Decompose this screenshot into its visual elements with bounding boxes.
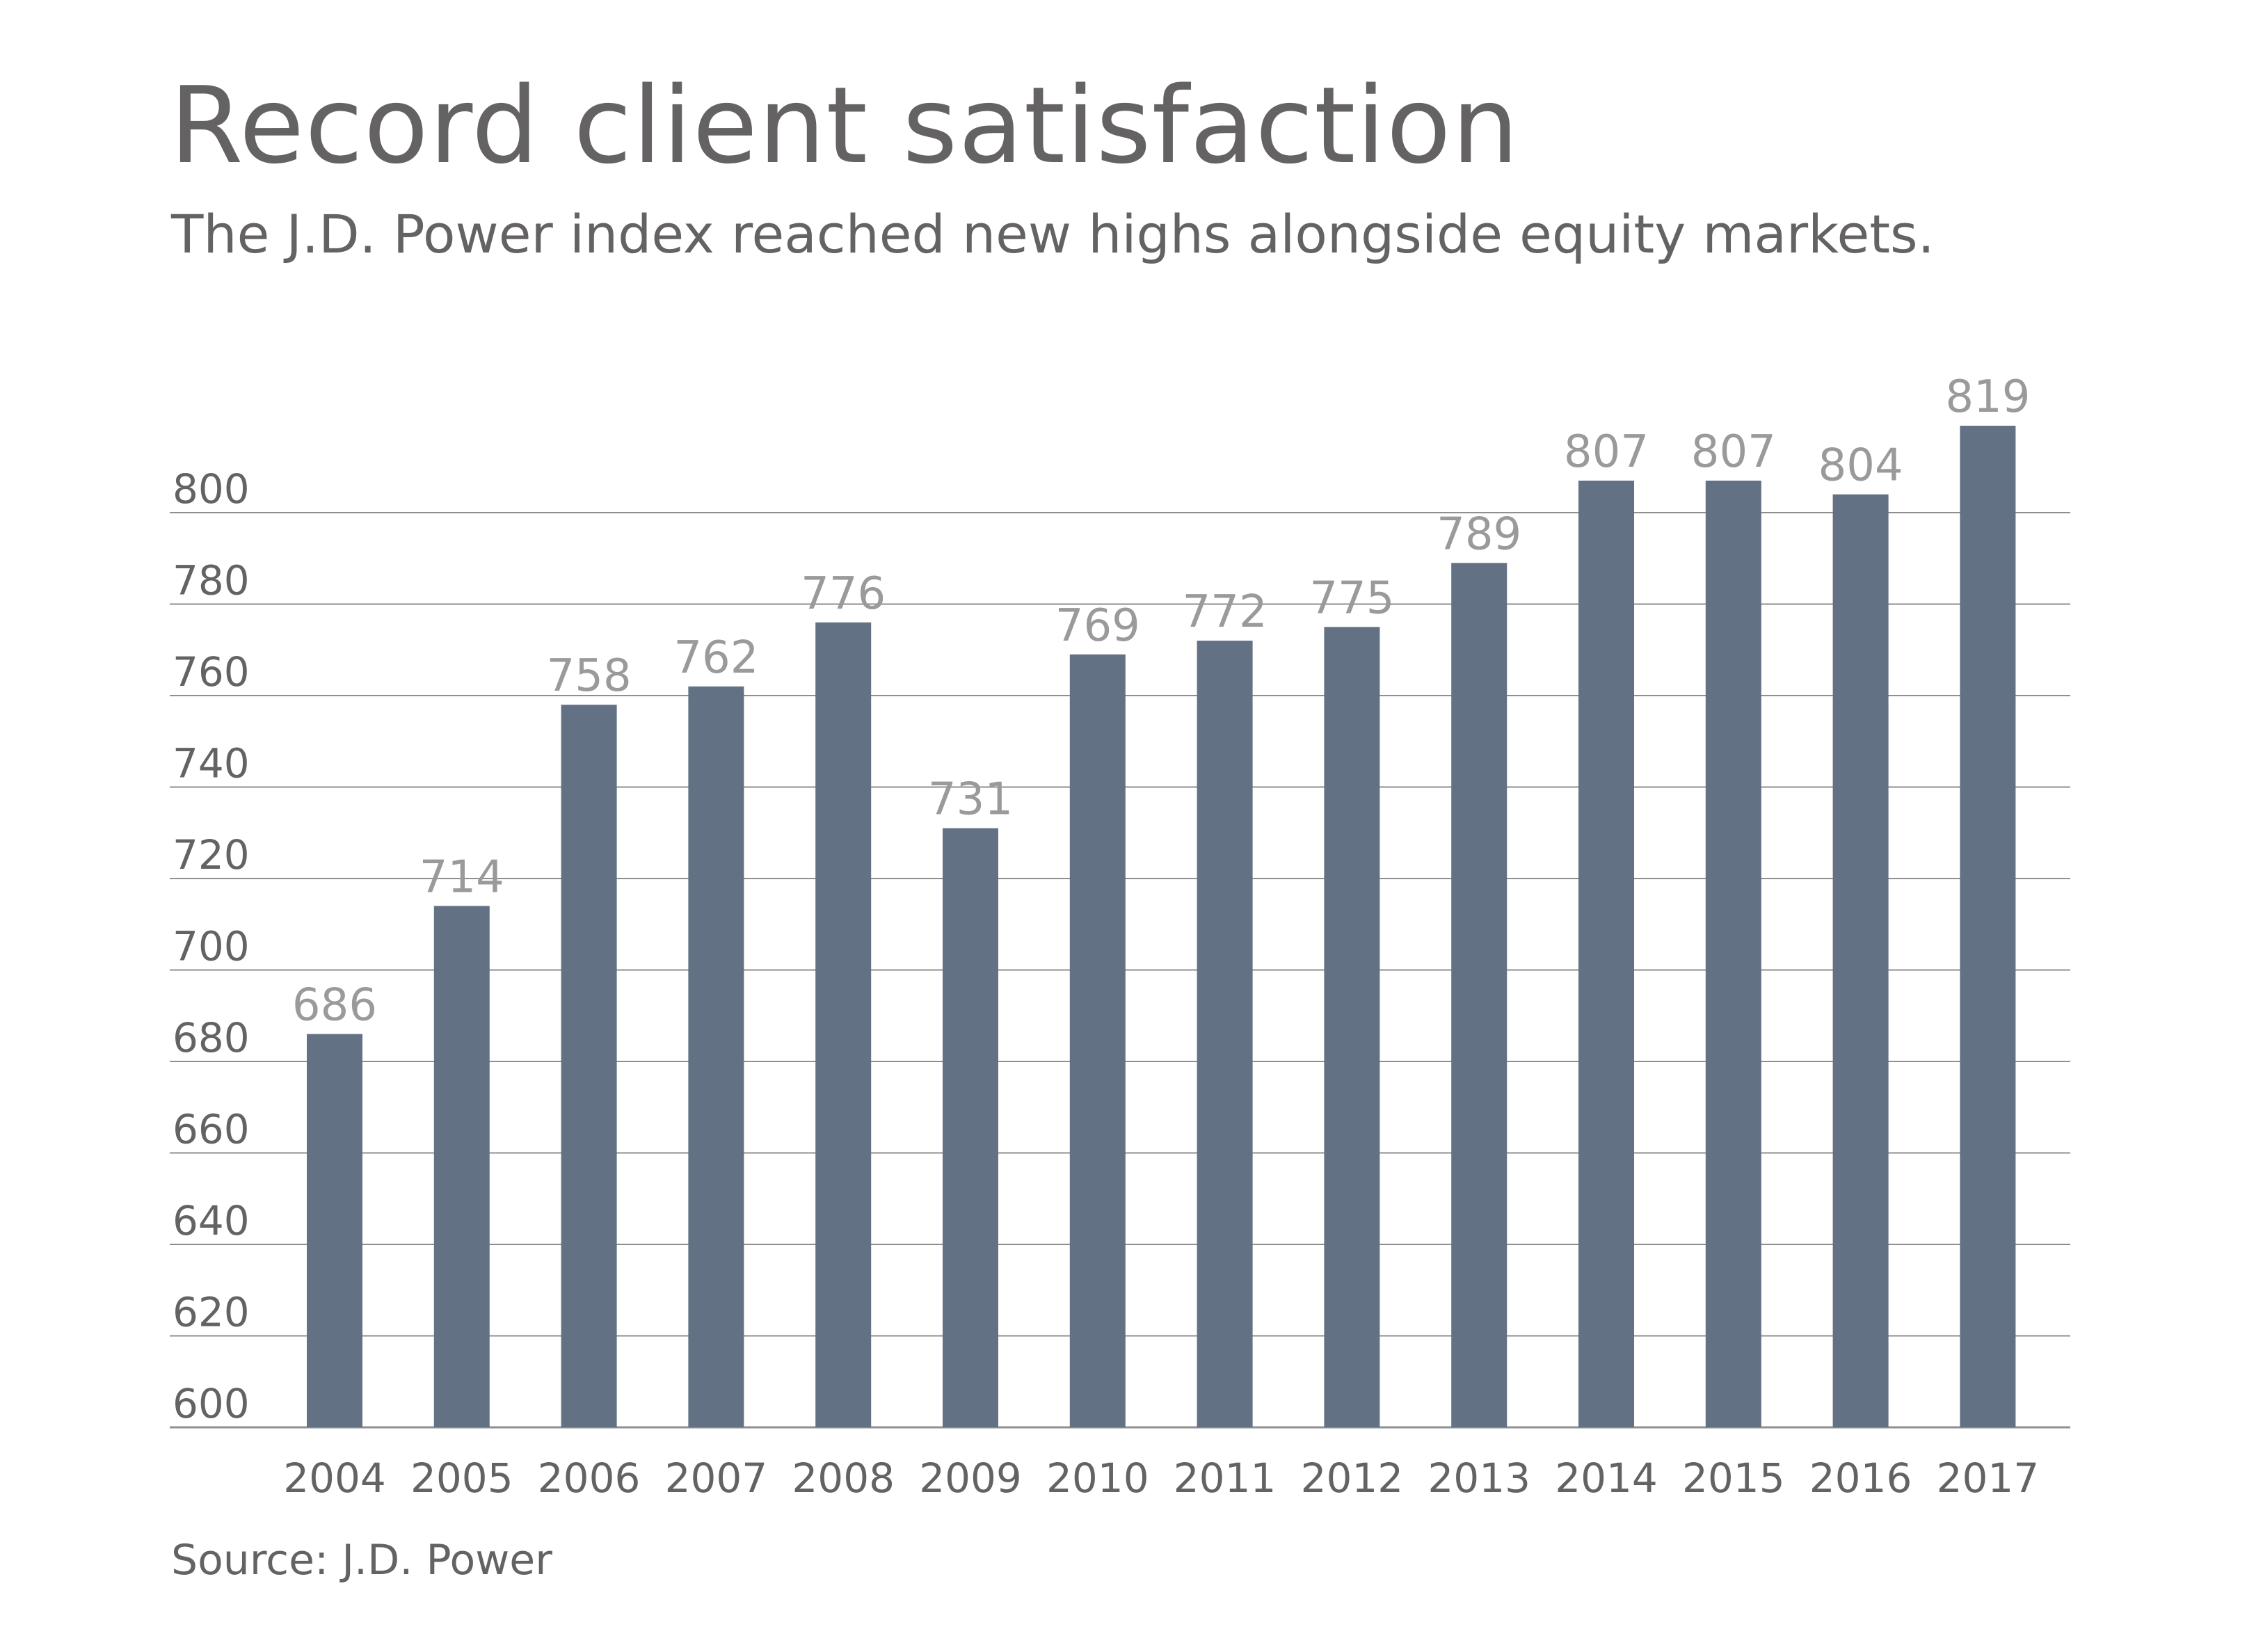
data-label: 769: [1055, 600, 1140, 652]
y-tick-label: 740: [173, 740, 250, 787]
data-label: 789: [1437, 508, 1521, 560]
bar: [1960, 426, 2016, 1428]
y-tick-label: 800: [173, 465, 250, 513]
data-label: 758: [547, 650, 632, 702]
chart-title: Record client satisfaction: [170, 64, 1520, 187]
y-tick-label: 760: [173, 648, 250, 696]
bars: [307, 426, 2016, 1428]
bar: [1324, 627, 1380, 1427]
x-tick-label: 2008: [792, 1454, 895, 1502]
bar: [1578, 480, 1634, 1427]
bar: [1705, 480, 1761, 1427]
data-label: 776: [801, 568, 886, 620]
x-axis-tick-labels: 2004 2005 2006 2007 2008 2009 2010 2011 2012 2013…: [283, 1454, 2039, 1502]
bar: [307, 1034, 362, 1427]
data-label: 686: [292, 980, 377, 1032]
x-tick-label: 2005: [410, 1454, 513, 1502]
data-label: 772: [1183, 586, 1268, 638]
x-tick-label: 2009: [919, 1454, 1022, 1502]
x-tick-label: 2006: [538, 1454, 641, 1502]
x-tick-label: 2012: [1301, 1454, 1404, 1502]
bar: [688, 686, 744, 1427]
data-label: 731: [928, 774, 1013, 826]
y-tick-label: 780: [173, 557, 250, 604]
bar: [1069, 654, 1126, 1428]
x-tick-label: 2014: [1555, 1454, 1658, 1502]
x-tick-label: 2011: [1174, 1454, 1277, 1502]
bar: [815, 622, 872, 1427]
bar: [1451, 563, 1508, 1428]
y-tick-label: 720: [173, 831, 250, 879]
bar: [1832, 494, 1889, 1428]
bar: [561, 705, 617, 1427]
data-label: 819: [1945, 371, 2030, 423]
x-tick-label: 2013: [1428, 1454, 1530, 1502]
x-tick-label: 2007: [665, 1454, 768, 1502]
data-label: 775: [1309, 572, 1394, 624]
y-tick-label: 600: [173, 1380, 250, 1427]
bar: [943, 828, 998, 1427]
bar: [1197, 641, 1253, 1427]
y-tick-label: 620: [173, 1289, 250, 1336]
y-axis-tick-labels: 600 620 640 660 680 700 720 740 760 780 800: [173, 465, 250, 1427]
data-label: 807: [1564, 426, 1649, 478]
data-label: 804: [1818, 440, 1903, 492]
x-tick-label: 2017: [1937, 1454, 2040, 1502]
x-tick-label: 2015: [1682, 1454, 1785, 1502]
y-tick-label: 640: [173, 1197, 250, 1244]
y-tick-label: 660: [173, 1106, 250, 1153]
source-note: Source: J.D. Power: [171, 1536, 552, 1585]
data-label: 807: [1691, 426, 1776, 478]
data-label: 714: [419, 851, 504, 903]
data-label: 762: [673, 632, 758, 684]
bar: [433, 906, 490, 1427]
y-tick-label: 700: [173, 923, 250, 970]
y-tick-label: 680: [173, 1014, 250, 1061]
x-tick-label: 2004: [283, 1454, 386, 1502]
x-tick-label: 2010: [1046, 1454, 1149, 1502]
chart-subtitle: The J.D. Power index reached new highs a…: [171, 203, 1935, 265]
data-labels: 686 714 758 762 776 731 769 772 775 789 807 807 804 8…: [292, 371, 2031, 1031]
x-tick-label: 2016: [1809, 1454, 1912, 1502]
